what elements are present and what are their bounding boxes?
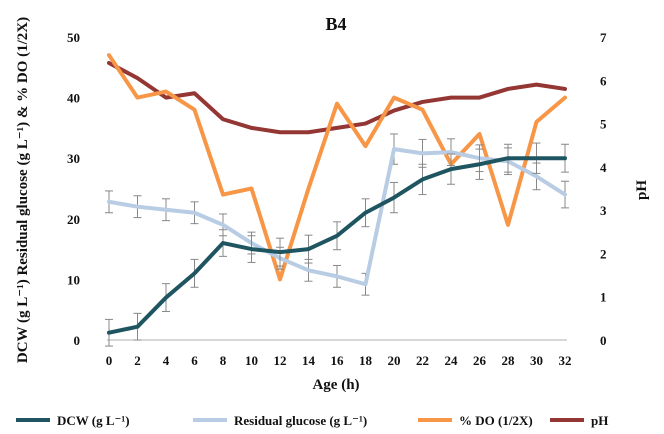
legend-label: pH <box>591 413 608 428</box>
x-tick-label: 32 <box>559 353 572 368</box>
x-tick-label: 12 <box>274 353 287 368</box>
x-tick-label: 30 <box>530 353 543 368</box>
x-tick-label: 28 <box>502 353 516 368</box>
legend: DCW (g L⁻¹) Residual glucose (g L⁻¹) % DO … <box>16 413 608 428</box>
legend-label: % DO (1/2X) <box>459 413 533 428</box>
series-line-residual-glucose-g-l <box>107 147 567 287</box>
chart-title: B4 <box>325 14 346 34</box>
x-tick-label: 10 <box>245 353 258 368</box>
y-left-tick-label: 30 <box>67 151 80 166</box>
x-tick-label: 14 <box>302 353 316 368</box>
x-tick-label: 16 <box>331 353 345 368</box>
y-axis-label-right: pH <box>634 180 650 200</box>
y-right-tick-label: 2 <box>600 246 607 261</box>
y-right-tick-label: 1 <box>600 290 607 305</box>
y-right-tick-label: 0 <box>600 333 607 348</box>
x-axis-label: Age (h) <box>312 377 359 393</box>
y-left-tick-label: 20 <box>67 212 80 227</box>
y-left-tick-label: 50 <box>67 30 80 45</box>
y-axis-label-left: DCW (g L⁻¹) Residual glucose (g L⁻¹) & %… <box>15 17 31 363</box>
y-right-tick-label: 4 <box>600 160 607 175</box>
x-tick-label: 22 <box>416 353 429 368</box>
plot-area: 0 2 4 6 8 10 12 14 16 18 20 22 24 26 28 30 3201020304050… <box>67 30 607 368</box>
x-tick-label: 8 <box>220 353 227 368</box>
x-tick-label: 2 <box>134 353 141 368</box>
y-right-tick-label: 5 <box>600 117 607 132</box>
x-tick-label: 24 <box>445 353 459 368</box>
x-tick-label: 18 <box>359 353 373 368</box>
x-tick-label: 4 <box>163 353 170 368</box>
x-tick-label: 20 <box>388 353 401 368</box>
y-axis-label-left-text: DCW (g L⁻¹) Residual glucose (g L⁻¹) & %… <box>15 17 31 363</box>
y-left-tick-label: 10 <box>67 272 80 287</box>
y-left-tick-label: 0 <box>74 333 81 348</box>
x-tick-label: 26 <box>473 353 487 368</box>
x-tick-label: 6 <box>191 353 198 368</box>
y-right-tick-label: 3 <box>600 203 607 218</box>
y-right-tick-label: 7 <box>600 30 607 45</box>
legend-label: Residual glucose (g L⁻¹) <box>234 413 367 428</box>
legend-label: DCW (g L⁻¹) <box>57 413 130 428</box>
x-tick-label: 0 <box>106 353 113 368</box>
y-right-tick-label: 6 <box>600 73 607 88</box>
y-left-tick-label: 40 <box>67 91 80 106</box>
